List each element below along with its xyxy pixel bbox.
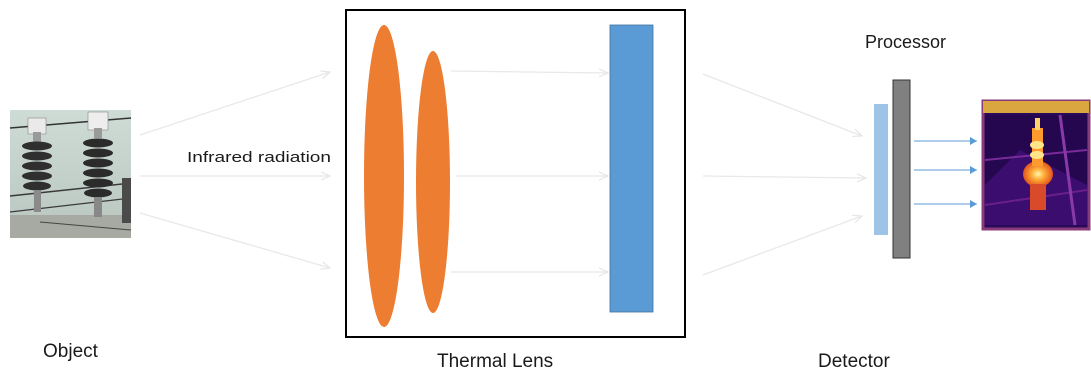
output-arrows — [914, 137, 977, 208]
thermal-image — [981, 99, 1091, 231]
insulator-photo — [9, 110, 132, 238]
sensor-array — [609, 24, 654, 313]
processor-plate — [892, 79, 911, 259]
lens-element-1 — [364, 25, 404, 327]
radiation-label: Infrared radiation — [187, 149, 331, 166]
detector-label: Detector — [818, 351, 890, 371]
processor-label: Processor — [865, 32, 946, 52]
radiation-arrows-out — [702, 73, 866, 276]
radiation-arrows-in — [139, 72, 330, 268]
object-label: Object — [43, 341, 99, 362]
lens-label: Thermal Lens — [437, 351, 553, 371]
lens-element-2 — [416, 51, 450, 313]
lens-internal-arrows — [450, 71, 608, 272]
detector-plate — [874, 104, 888, 235]
